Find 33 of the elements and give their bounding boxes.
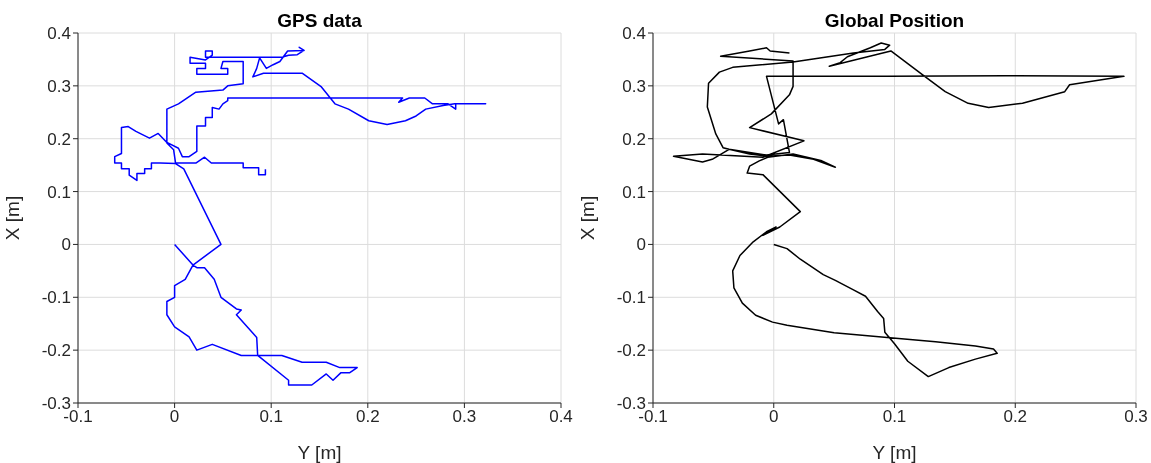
x-tick-label: 0 [769, 407, 779, 427]
x-tick-label: 0.4 [549, 407, 573, 427]
y-tick-label: 0.2 [622, 129, 646, 149]
y-tick-label: 0.3 [47, 76, 71, 96]
y-tick-label: -0.1 [616, 288, 646, 308]
line-series [672, 42, 1125, 378]
x-axis-title: Y [m] [872, 442, 917, 463]
y-tick-label: 0.4 [47, 24, 71, 44]
y-tick-label: -0.2 [616, 341, 646, 361]
y-tick-label: -0.1 [41, 288, 71, 308]
y-tick-label: 0.1 [47, 182, 71, 202]
y-tick-label: -0.2 [41, 341, 71, 361]
x-tick-label: 0.3 [1124, 407, 1148, 427]
y-tick-label: 0 [636, 235, 646, 255]
y-tick-label: 0.4 [622, 24, 646, 44]
y-tick-label: 0.2 [47, 129, 71, 149]
x-tick-label: 0.2 [355, 407, 380, 427]
x-tick-label: 0.1 [259, 407, 284, 427]
x-tick-label: 0.2 [1003, 407, 1028, 427]
y-tick-label: 0.3 [622, 76, 646, 96]
x-tick-label: 0 [169, 407, 180, 427]
chart-title: Global Position [823, 10, 966, 32]
y-axis-title: X [m] [1, 195, 23, 241]
y-axis-title: X [m] [576, 195, 598, 241]
y-tick-label: -0.3 [41, 394, 71, 414]
y-tick-label: -0.3 [616, 394, 646, 414]
chart-title: GPS data [276, 10, 363, 32]
x-axis-title: Y [m] [297, 442, 342, 463]
x-tick-label: 0.1 [882, 407, 907, 427]
line-series [113, 46, 487, 386]
x-tick-label: 0.3 [452, 407, 477, 427]
y-tick-label: 0 [61, 235, 71, 255]
y-tick-label: 0.1 [622, 182, 646, 202]
